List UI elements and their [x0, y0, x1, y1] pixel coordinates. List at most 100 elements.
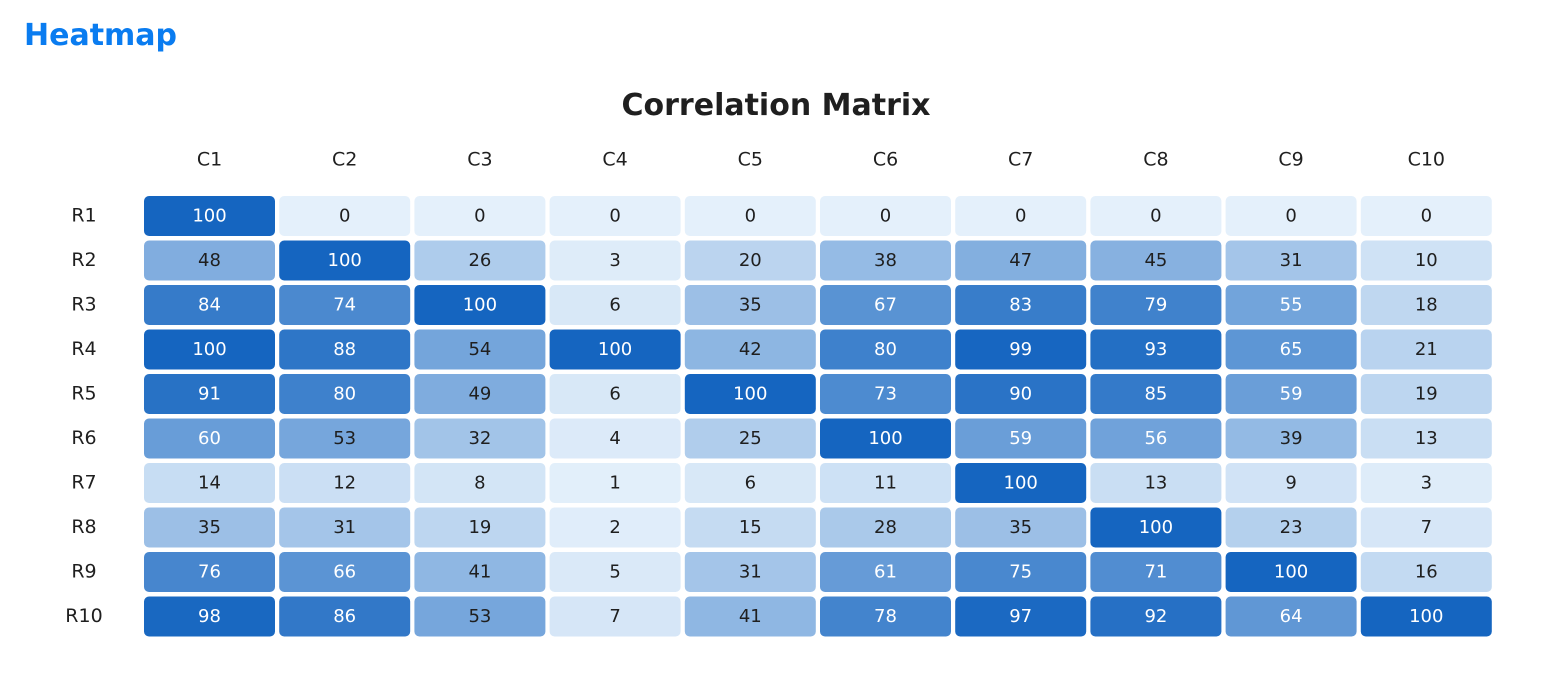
heatmap-cell: 56 — [1090, 418, 1222, 459]
heatmap-cell-rect — [279, 285, 411, 325]
heatmap-cell-value: 59 — [1280, 384, 1303, 405]
heatmap-cell-rect — [1090, 329, 1222, 370]
heatmap-cell-value: 10 — [1415, 250, 1438, 271]
heatmap-cell-value: 53 — [333, 428, 356, 449]
heatmap-cell-rect — [279, 552, 411, 592]
heatmap-cell: 86 — [279, 596, 411, 637]
heatmap-cell: 100 — [279, 240, 411, 281]
heatmap-cell: 76 — [144, 552, 275, 592]
heatmap-cell: 25 — [684, 418, 816, 459]
heatmap-cell: 28 — [820, 507, 951, 548]
heatmap-cell-value: 74 — [333, 295, 356, 316]
heatmap-cell-rect — [549, 285, 681, 325]
heatmap-cell: 13 — [1360, 418, 1492, 459]
chart-title: Correlation Matrix — [621, 88, 931, 123]
heatmap-cell-rect — [955, 374, 1087, 414]
heatmap-cell-value: 100 — [1274, 562, 1308, 583]
heatmap-cell: 31 — [684, 552, 816, 592]
heatmap-cell-rect — [144, 196, 275, 236]
heatmap-cell-rect — [1360, 418, 1492, 459]
heatmap-cell: 7 — [1360, 507, 1492, 548]
heatmap-cell-rect — [1225, 374, 1357, 414]
heatmap-cell-value: 61 — [874, 562, 897, 583]
heatmap-cell: 39 — [1225, 418, 1357, 459]
heatmap-cell-value: 92 — [1144, 606, 1167, 627]
heatmap-cell-rect — [414, 418, 546, 459]
heatmap-cell-value: 85 — [1144, 384, 1167, 405]
heatmap-cell: 0 — [279, 196, 411, 236]
heatmap-cell-value: 31 — [333, 517, 356, 538]
heatmap-cell-rect — [144, 240, 275, 281]
heatmap-cell-value: 83 — [1009, 295, 1032, 316]
heatmap-cell-value: 13 — [1144, 473, 1167, 494]
heatmap-cell-rect — [279, 196, 411, 236]
heatmap-cell-value: 67 — [874, 295, 897, 316]
heatmap-cell-value: 3 — [1421, 473, 1432, 494]
heatmap-cell-rect — [1360, 329, 1492, 370]
heatmap-cell-value: 0 — [474, 206, 485, 227]
heatmap-cell: 100 — [1360, 596, 1492, 637]
heatmap-cell-rect — [1090, 507, 1222, 548]
row-label: R8 — [71, 516, 96, 538]
heatmap-cell-rect — [1225, 596, 1357, 637]
heatmap-cell-rect — [1360, 507, 1492, 548]
heatmap-cell-rect — [1225, 196, 1357, 236]
heatmap-cell-rect — [144, 552, 275, 592]
heatmap-cell: 16 — [1360, 552, 1492, 592]
heatmap-cell: 20 — [684, 240, 816, 281]
heatmap-cell: 99 — [955, 329, 1087, 370]
heatmap-cell: 84 — [144, 285, 275, 325]
heatmap-cell-value: 18 — [1415, 295, 1438, 316]
heatmap-cell: 0 — [1225, 196, 1357, 236]
heatmap-cell-rect — [549, 196, 681, 236]
heatmap-cell-value: 48 — [198, 250, 221, 271]
heatmap-cell: 14 — [144, 463, 275, 503]
heatmap-cell: 100 — [1090, 507, 1222, 548]
heatmap-cell: 8 — [414, 463, 546, 503]
heatmap-cell: 47 — [955, 240, 1087, 281]
heatmap-cell-value: 100 — [733, 384, 767, 405]
heatmap-cell-rect — [1090, 418, 1222, 459]
heatmap-cell-rect — [144, 596, 275, 637]
column-label: C9 — [1278, 149, 1303, 171]
heatmap-cell: 49 — [414, 374, 546, 414]
heatmap-cell-value: 12 — [333, 473, 356, 494]
row-label: R4 — [71, 338, 96, 360]
heatmap-cell-rect — [144, 285, 275, 325]
heatmap-cell-value: 64 — [1280, 606, 1303, 627]
heatmap-cell-value: 39 — [1280, 428, 1303, 449]
heatmap-cell-rect — [414, 196, 546, 236]
heatmap-cell-rect — [820, 374, 951, 414]
heatmap-cell-rect — [1225, 329, 1357, 370]
heatmap-cell-value: 16 — [1415, 562, 1438, 583]
heatmap-cell: 100 — [1225, 552, 1357, 592]
column-label: C2 — [332, 149, 357, 171]
heatmap-cell: 13 — [1090, 463, 1222, 503]
heatmap-cell-rect — [684, 374, 816, 414]
heatmap-cell: 18 — [1360, 285, 1492, 325]
heatmap-cell: 31 — [279, 507, 411, 548]
heatmap-cell-value: 80 — [874, 339, 897, 360]
heatmap-cell-rect — [144, 463, 275, 503]
heatmap-cell-rect — [1360, 596, 1492, 637]
heatmap-cell: 78 — [820, 596, 951, 637]
heatmap-cell: 53 — [414, 596, 546, 637]
heatmap-cell-rect — [414, 552, 546, 592]
heatmap-cell: 98 — [144, 596, 275, 637]
heatmap-cell-rect — [549, 329, 681, 370]
heatmap-cell-value: 59 — [1009, 428, 1032, 449]
heatmap-cell-rect — [1360, 374, 1492, 414]
heatmap-cell-rect — [1225, 240, 1357, 281]
column-labels: C1 C2 C3 C4 C5 C6 C7 C8 C9 C10 — [197, 149, 1445, 171]
heatmap-cell-value: 25 — [739, 428, 762, 449]
heatmap-cell-rect — [820, 552, 951, 592]
heatmap-cell-value: 0 — [1150, 206, 1161, 227]
heatmap-cell: 60 — [144, 418, 275, 459]
heatmap-cell: 66 — [279, 552, 411, 592]
heatmap-cell: 35 — [684, 285, 816, 325]
heatmap-cell-rect — [820, 596, 951, 637]
column-label: C4 — [602, 149, 627, 171]
heatmap-cell: 0 — [1090, 196, 1222, 236]
heatmap-cell-value: 80 — [333, 384, 356, 405]
heatmap-cell-value: 49 — [468, 384, 491, 405]
